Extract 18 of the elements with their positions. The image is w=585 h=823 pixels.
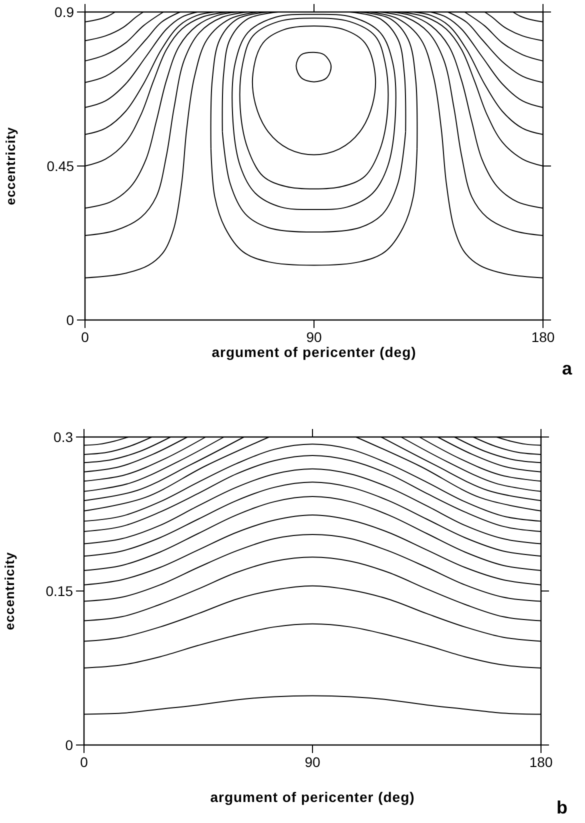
x-axis-title: argument of pericenter (deg) (212, 344, 416, 360)
x-tick-label: 90 (306, 329, 322, 345)
x-tick-label: 0 (80, 754, 88, 770)
y-tick-label: 0 (65, 736, 74, 753)
x-tick-label: 0 (81, 329, 90, 345)
text: b (556, 797, 568, 818)
y-tick-label: 0 (66, 312, 74, 328)
x-axis-title: argument of pericenter (deg) (210, 788, 415, 805)
x-tick-label: 180 (529, 754, 553, 770)
y-tick-label: 0.9 (54, 4, 74, 20)
x-tick-label: 180 (531, 329, 555, 345)
y-tick-label: 0.45 (46, 158, 74, 174)
text: a (562, 358, 573, 378)
y-tick-label: 0.15 (46, 582, 74, 599)
y-tick-label: 0.3 (54, 428, 74, 445)
y-axis-title: eccentricity (2, 552, 17, 630)
y-axis-title: eccentricity (3, 126, 18, 206)
x-tick-label: 90 (304, 754, 320, 770)
